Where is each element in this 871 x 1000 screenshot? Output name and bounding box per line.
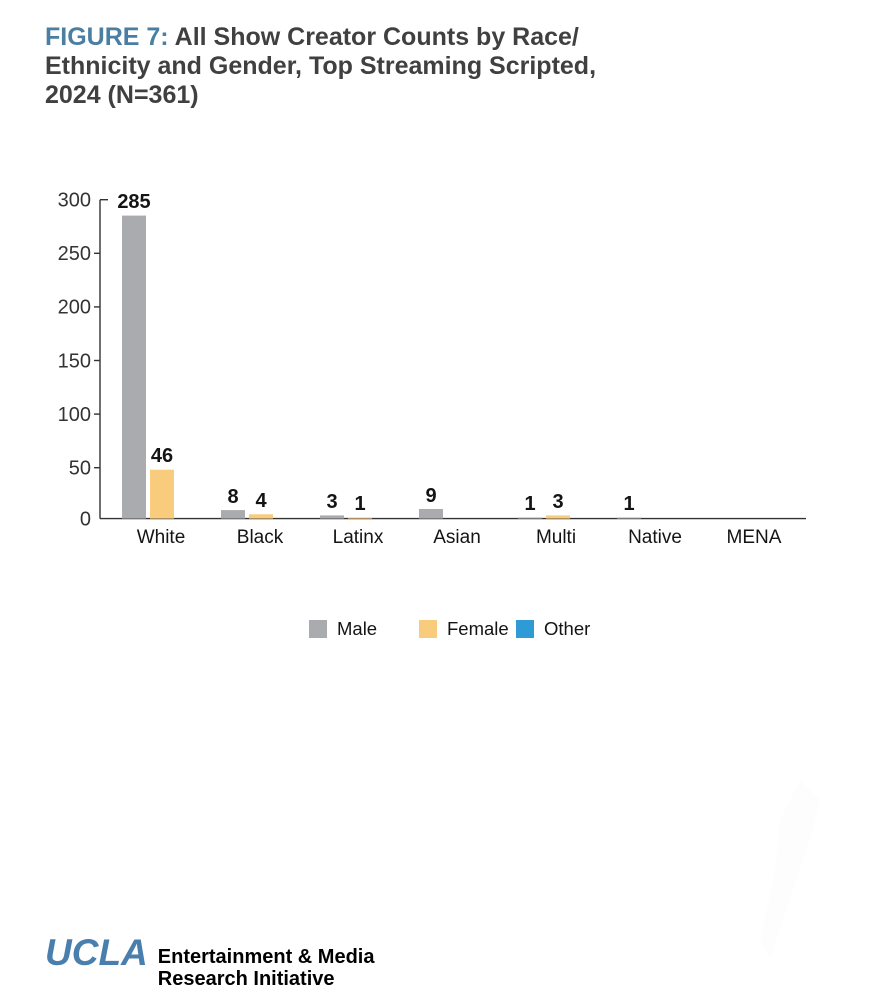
svg-text:285: 285: [117, 191, 150, 213]
svg-text:3: 3: [552, 491, 563, 513]
svg-text:1: 1: [354, 493, 365, 515]
svg-text:100: 100: [58, 404, 91, 426]
svg-text:46: 46: [151, 445, 173, 467]
svg-text:150: 150: [58, 350, 91, 372]
svg-text:8: 8: [227, 486, 238, 508]
svg-text:1: 1: [623, 493, 634, 515]
svg-text:MENA: MENA: [727, 527, 782, 548]
svg-text:Asian: Asian: [433, 527, 481, 548]
svg-text:9: 9: [425, 485, 436, 507]
svg-text:250: 250: [58, 243, 91, 265]
svg-text:0: 0: [80, 508, 91, 530]
svg-text:300: 300: [58, 190, 91, 212]
svg-text:Multi: Multi: [536, 527, 576, 548]
svg-text:Black: Black: [237, 527, 284, 548]
svg-text:200: 200: [58, 297, 91, 319]
svg-text:Latinx: Latinx: [333, 527, 384, 548]
svg-text:White: White: [137, 527, 186, 548]
svg-text:1: 1: [524, 493, 535, 515]
svg-text:4: 4: [255, 490, 267, 512]
svg-text:Native: Native: [628, 527, 682, 548]
svg-text:3: 3: [326, 491, 337, 513]
svg-text:50: 50: [69, 458, 91, 480]
